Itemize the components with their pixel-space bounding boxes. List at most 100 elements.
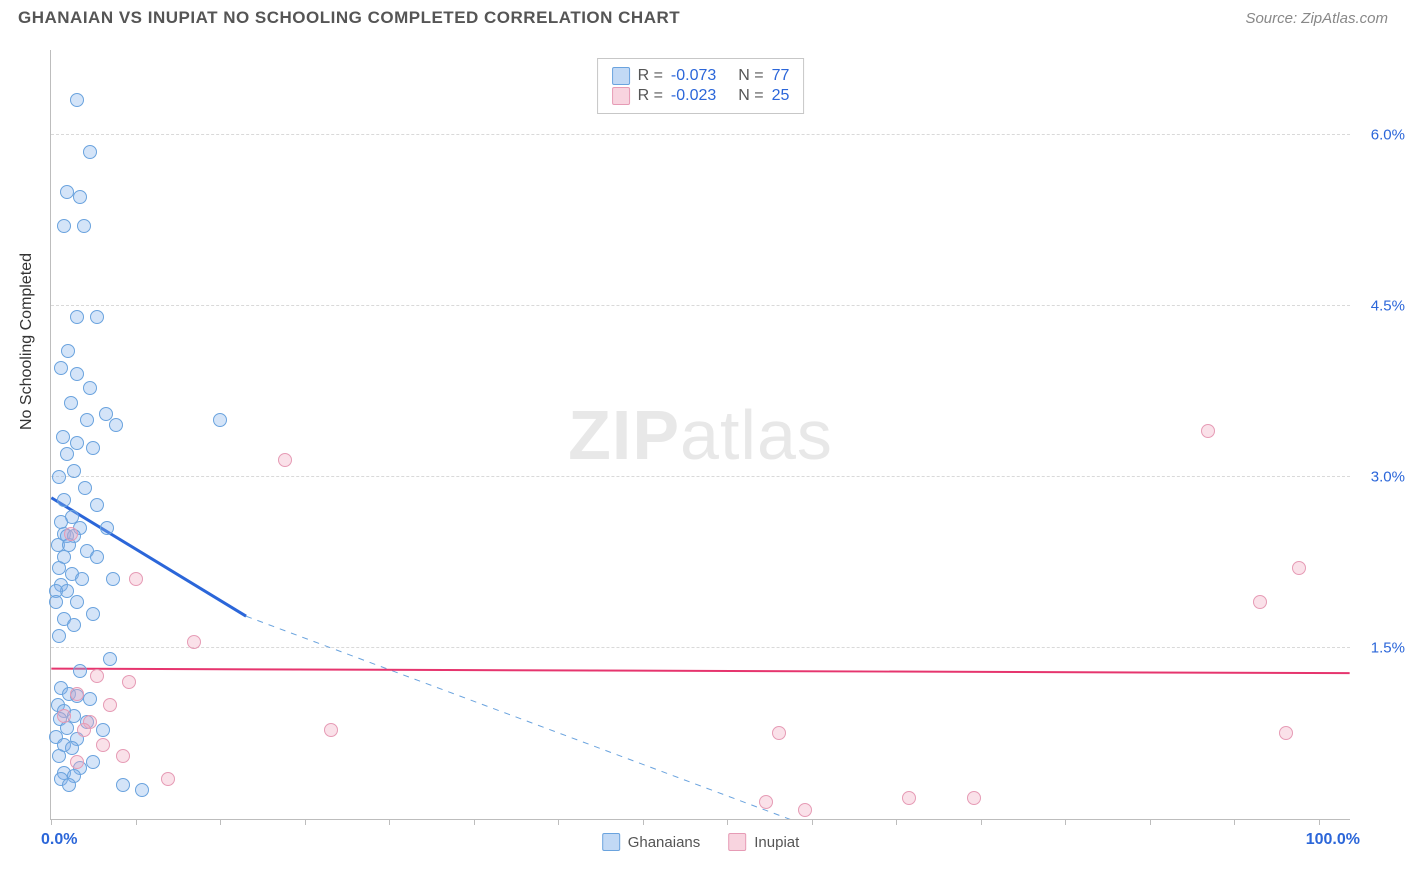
x-tick [558,819,559,825]
bottom-legend-label: Ghanaians [628,834,701,851]
legend-swatch [612,87,630,105]
legend-stats-box: R = -0.073N = 77R = -0.023N = 25 [597,58,805,114]
scatter-point [278,453,292,467]
scatter-point [70,755,84,769]
scatter-point [57,709,71,723]
legend-swatch [728,833,746,851]
scatter-point [83,692,97,706]
scatter-point [90,669,104,683]
scatter-point [52,629,66,643]
y-tick-label: 3.0% [1355,468,1405,485]
scatter-point [90,310,104,324]
x-tick [51,819,52,825]
x-tick [136,819,137,825]
scatter-point [57,493,71,507]
x-tick [1234,819,1235,825]
scatter-point [54,361,68,375]
scatter-point [135,783,149,797]
scatter-point [1292,561,1306,575]
scatter-point [86,755,100,769]
scatter-point [772,726,786,740]
scatter-point [99,407,113,421]
legend-stats-row: R = -0.023N = 25 [612,87,790,105]
scatter-point [798,803,812,817]
scatter-point [56,430,70,444]
scatter-point [52,749,66,763]
x-tick [220,819,221,825]
chart-source: Source: ZipAtlas.com [1245,10,1388,27]
y-tick-label: 4.5% [1355,297,1405,314]
legend-swatch [612,67,630,85]
gridline: 3.0% [51,476,1350,477]
x-tick [389,819,390,825]
scatter-point [116,749,130,763]
x-tick [1065,819,1066,825]
scatter-point [75,572,89,586]
x-tick [812,819,813,825]
chart-header: GHANAIAN VS INUPIAT NO SCHOOLING COMPLET… [0,0,1406,32]
x-tick [1319,819,1320,825]
x-tick [896,819,897,825]
x-tick [727,819,728,825]
legend-r-value: -0.023 [671,87,716,105]
scatter-point [70,436,84,450]
scatter-point [73,664,87,678]
scatter-point [103,698,117,712]
legend-swatch [602,833,620,851]
scatter-point [96,723,110,737]
plot-area: ZIPatlas 1.5%3.0%4.5%6.0% R = -0.073N = … [50,50,1350,820]
scatter-point [77,219,91,233]
legend-r-value: -0.073 [671,67,716,85]
scatter-point [1201,424,1215,438]
scatter-point [129,572,143,586]
scatter-point [70,93,84,107]
scatter-point [64,396,78,410]
scatter-point [62,778,76,792]
scatter-point [70,367,84,381]
scatter-point [70,595,84,609]
y-tick-label: 6.0% [1355,126,1405,143]
scatter-point [90,550,104,564]
x-tick [474,819,475,825]
scatter-point [90,498,104,512]
scatter-point [77,723,91,737]
scatter-point [967,791,981,805]
y-axis-title: No Schooling Completed [18,253,36,430]
scatter-point [83,145,97,159]
scatter-point [65,741,79,755]
legend-n-label: N = [738,87,763,105]
x-axis-min-label: 0.0% [41,831,77,849]
legend-r-label: R = [638,87,663,105]
scatter-point [116,778,130,792]
scatter-point [109,418,123,432]
scatter-point [80,413,94,427]
trendlines-svg [51,50,1350,819]
scatter-point [161,772,175,786]
legend-r-label: R = [638,67,663,85]
scatter-point [52,470,66,484]
x-tick [1150,819,1151,825]
bottom-legend: Ghanaians Inupiat [602,833,800,851]
bottom-legend-item: Ghanaians [602,833,701,851]
scatter-point [70,687,84,701]
watermark: ZIPatlas [568,395,833,475]
x-tick [305,819,306,825]
scatter-point [73,190,87,204]
scatter-point [187,635,201,649]
scatter-point [57,219,71,233]
scatter-point [100,521,114,535]
scatter-point [96,738,110,752]
legend-n-label: N = [738,67,763,85]
x-tick [643,819,644,825]
scatter-point [324,723,338,737]
scatter-point [106,572,120,586]
scatter-point [86,441,100,455]
chart-title: GHANAIAN VS INUPIAT NO SCHOOLING COMPLET… [18,8,680,28]
scatter-point [78,481,92,495]
scatter-point [61,344,75,358]
scatter-point [70,310,84,324]
x-tick [981,819,982,825]
bottom-legend-item: Inupiat [728,833,799,851]
gridline: 6.0% [51,134,1350,135]
scatter-point [86,607,100,621]
